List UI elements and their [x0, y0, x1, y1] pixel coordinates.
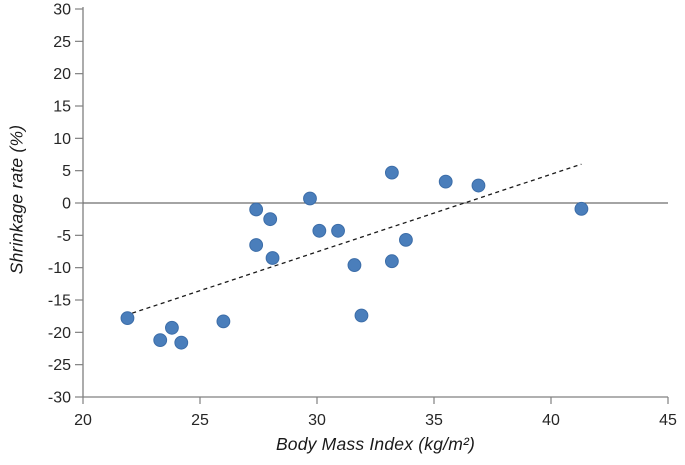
data-point: [263, 212, 278, 227]
x-axis-title: Body Mass Index (kg/m²): [275, 434, 476, 454]
x-tick-label: 30: [308, 412, 326, 429]
y-tick-label: -25: [48, 357, 71, 374]
y-tick-label: 30: [53, 2, 71, 19]
x-tick-group: 20 25 30 35 40 45: [74, 397, 677, 429]
y-tick-label: 20: [53, 66, 71, 83]
x-tick-label: 20: [74, 412, 92, 429]
data-point: [347, 258, 362, 272]
y-tick-group: 30 25 20 15 10 5 0 -5 -10 -15 -20 -25 -30: [48, 2, 83, 407]
data-point: [249, 238, 264, 252]
trend-line: [124, 163, 582, 317]
x-tick-label: 25: [191, 412, 209, 429]
data-point: [312, 223, 327, 238]
data-point: [265, 251, 280, 265]
y-tick-label: 5: [62, 163, 71, 180]
y-tick-label: -30: [48, 390, 71, 407]
y-tick-label: -15: [48, 293, 71, 310]
data-point: [165, 320, 179, 335]
x-tick-label: 45: [659, 412, 677, 429]
x-tick-label: 40: [542, 412, 560, 429]
data-point: [249, 202, 264, 217]
data-point: [331, 223, 345, 238]
data-point: [174, 335, 189, 350]
data-point: [574, 201, 589, 216]
data-point: [384, 254, 399, 269]
data-point: [120, 311, 135, 326]
data-point: [384, 165, 399, 180]
data-point: [303, 191, 317, 206]
y-tick-label: -10: [48, 260, 71, 277]
y-tick-label: -20: [48, 325, 71, 342]
axes: [82, 7, 668, 398]
data-point: [153, 333, 168, 347]
y-tick-label: -5: [57, 228, 71, 245]
data-point: [216, 314, 231, 329]
data-point: [399, 232, 413, 247]
data-point: [354, 308, 369, 323]
data-point: [471, 178, 486, 193]
y-tick-label: 15: [53, 99, 71, 116]
data-point: [438, 174, 453, 189]
y-tick-label: 0: [62, 196, 71, 213]
x-tick-label: 35: [425, 412, 443, 429]
y-tick-label: 10: [53, 131, 71, 148]
data-points: [120, 165, 589, 350]
y-tick-label: 25: [53, 34, 71, 51]
